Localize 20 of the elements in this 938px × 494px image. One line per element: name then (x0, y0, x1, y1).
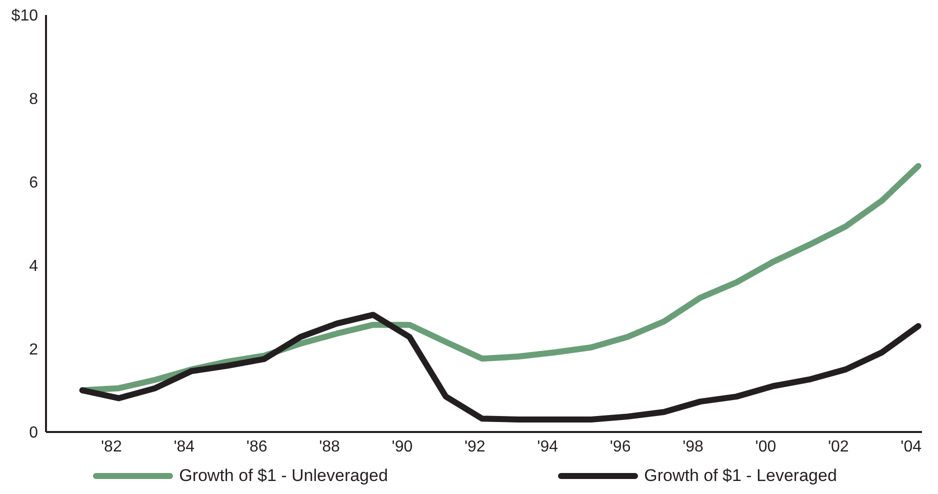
y-tick-label: 8 (29, 91, 38, 108)
x-tick-label: '98 (682, 438, 704, 456)
y-tick-label: 0 (29, 424, 38, 442)
y-tick-label: 4 (29, 258, 38, 275)
y-tick-label: 2 (29, 341, 38, 358)
y-tick-label: 6 (29, 174, 38, 192)
y-tick-label: $10 (11, 8, 38, 25)
x-tick-label: '94 (537, 438, 558, 456)
legend-label: Growth of $1 - Unleveraged (179, 466, 388, 486)
x-tick-label: '82 (101, 438, 122, 456)
x-tick-label: '04 (900, 438, 922, 456)
x-tick-label: '92 (464, 438, 486, 456)
x-tick-label: '86 (246, 438, 268, 456)
x-tick-label: '00 (755, 438, 776, 456)
x-tick-label: '02 (828, 438, 849, 456)
x-tick-label: '84 (174, 438, 195, 456)
legend-label: Growth of $1 - Leveraged (644, 466, 837, 486)
x-tick-label: '90 (392, 438, 413, 456)
x-tick-label: '88 (319, 438, 340, 456)
x-tick-label: '96 (610, 438, 631, 456)
